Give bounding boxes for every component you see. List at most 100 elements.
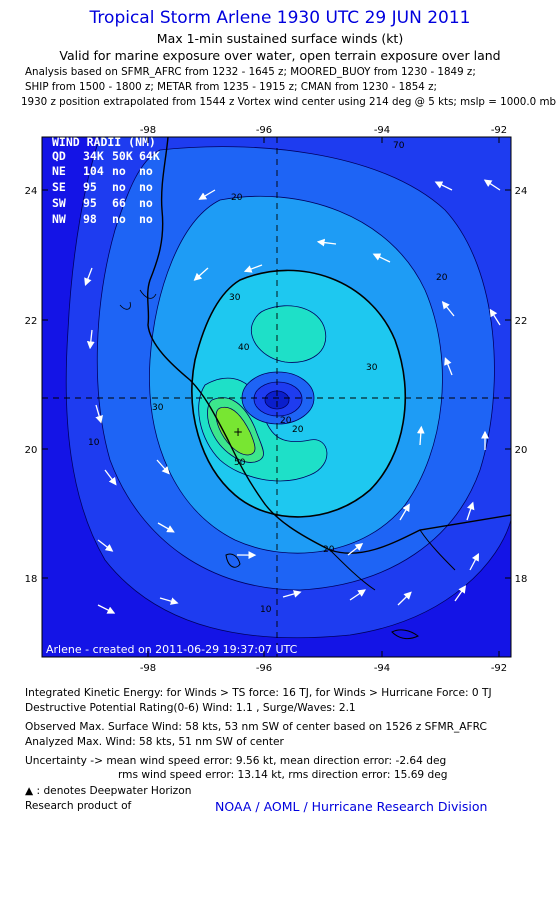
wind-arrow-icon xyxy=(349,589,366,601)
contour-band-50-north xyxy=(250,305,327,363)
contour-label: 30 xyxy=(366,363,378,373)
contour-label: 50 xyxy=(234,458,246,468)
lon-tick-label: -96 xyxy=(256,663,272,674)
wind-radii-cell: SW xyxy=(52,196,66,210)
contour-label: 20 xyxy=(323,545,335,555)
position-note: 1930 z position extrapolated from 1544 z… xyxy=(21,96,557,108)
deepwater-label: : denotes Deepwater Horizon xyxy=(33,785,192,797)
wind-arrow-icon xyxy=(434,181,453,191)
lat-tick-label: 22 xyxy=(515,316,528,327)
deepwater-icon: ▲ xyxy=(25,785,34,797)
wind-radii-head-64k: 64K xyxy=(139,149,160,163)
wind-arrow-icon xyxy=(316,238,337,247)
contour-label: 20 xyxy=(436,273,448,283)
wind-arrow-icon xyxy=(193,267,209,281)
wind-radii-table: WIND RADII (NM) QD 34K 50K 64K NE 104 no… xyxy=(52,137,160,226)
wind-arrow-icon xyxy=(399,503,410,521)
wind-radii-cell: NE xyxy=(52,164,66,178)
lat-tick-label: 20 xyxy=(515,445,528,456)
wind-arrow-icon xyxy=(97,539,114,552)
lat-tick-label: 24 xyxy=(25,186,38,197)
wind-radii-cell: no xyxy=(112,212,126,226)
wind-field-map: 70 20 20 30 30 40 20 30 50 20 10 10 20 +… xyxy=(25,125,528,674)
wind-arrow-icon xyxy=(347,542,364,556)
wind-arrow-icon xyxy=(86,329,95,350)
wind-radii-cell: 95 xyxy=(83,196,97,210)
lon-tick-label: -96 xyxy=(256,125,272,136)
lat-tick-label: 24 xyxy=(515,186,528,197)
coastline-mexico xyxy=(146,137,511,554)
lat-tick-label: 20 xyxy=(25,445,38,456)
wind-arrow-icon xyxy=(416,425,425,446)
contour-label: 70 xyxy=(393,141,405,151)
island-gulf xyxy=(225,553,241,568)
wind-arrow-icon xyxy=(397,591,412,606)
map-frame xyxy=(41,136,512,658)
wind-arrow-icon xyxy=(159,597,179,605)
lon-tick-label: -98 xyxy=(140,663,156,674)
wind-radii-cell: SE xyxy=(52,180,66,194)
wind-radii-head-34k: 34K xyxy=(83,149,104,163)
wind-arrow-icon xyxy=(441,300,455,317)
uncertainty-line2: rms wind speed error: 13.14 kt, rms dire… xyxy=(118,769,448,781)
wind-arrow-icon xyxy=(198,189,216,200)
wind-arrow-icon xyxy=(95,404,103,424)
map-caption: Arlene - created on 2011-06-29 19:37:07 … xyxy=(46,643,298,656)
page-title: Tropical Storm Arlene 1930 UTC 29 JUN 20… xyxy=(89,8,471,28)
wind-radii-cell: no xyxy=(139,164,153,178)
analysis-sources-line2: SHIP from 1500 - 1800 z; METAR from 1235… xyxy=(25,81,437,93)
contour-label: 10 xyxy=(260,605,272,615)
wind-contour-field: 70 20 20 30 30 40 20 30 50 20 10 10 20 +… xyxy=(42,137,511,657)
max-wind-marker: + xyxy=(233,425,243,439)
wind-arrow-icon xyxy=(97,604,116,614)
wind-radii-cell: 98 xyxy=(83,212,97,226)
wind-arrow-icon xyxy=(156,459,170,475)
wind-radii-cell: no xyxy=(139,196,153,210)
ike-line: Integrated Kinetic Energy: for Winds > T… xyxy=(25,687,492,699)
land-yucatan-mainland xyxy=(329,529,456,591)
subtitle: Max 1-min sustained surface winds (kt) xyxy=(156,31,404,46)
deepwater-legend: ▲ : denotes Deepwater Horizon xyxy=(25,785,191,797)
wind-arrow-icon xyxy=(282,590,302,598)
contour-label: 30 xyxy=(152,403,164,413)
wind-arrow-icon xyxy=(104,469,117,486)
axis-ticks xyxy=(42,137,511,657)
lat-tick-label: 18 xyxy=(25,574,38,585)
observed-max-line: Observed Max. Surface Wind: 58 kts, 53 n… xyxy=(25,721,487,733)
axis-labels: -98 -96 -94 -92 -98 -96 -94 -92 24 22 20… xyxy=(25,125,528,674)
wind-radii-cell: no xyxy=(139,180,153,194)
wind-arrow-icon xyxy=(469,552,480,571)
wind-radii-cell: no xyxy=(112,180,126,194)
wind-arrow-icon xyxy=(444,357,453,376)
validity-note: Valid for marine exposure over water, op… xyxy=(59,48,501,63)
dpr-line: Destructive Potential Rating(0-6) Wind: … xyxy=(25,702,356,714)
wind-arrow-icon xyxy=(157,522,175,533)
wind-radii-cell: NW xyxy=(52,212,66,226)
contour-label: 30 xyxy=(229,293,241,303)
wind-arrow-icon xyxy=(489,308,501,326)
analyzed-max-line: Analyzed Max. Wind: 58 kts, 51 nm SW of … xyxy=(25,736,284,748)
research-label: Research product of xyxy=(25,800,132,812)
wind-radii-cell: no xyxy=(139,212,153,226)
noaa-credit-link[interactable]: NOAA / AOML / Hurricane Research Divisio… xyxy=(215,799,488,814)
wind-radii-cell: 104 xyxy=(83,164,104,178)
lat-tick-label: 18 xyxy=(515,574,528,585)
lon-tick-label: -98 xyxy=(140,125,156,136)
wind-arrow-icon xyxy=(483,179,501,191)
wind-arrow-icon xyxy=(372,253,391,263)
wind-radii-head-50k: 50K xyxy=(112,149,133,163)
wind-radii-cell: 66 xyxy=(112,196,126,210)
lon-tick-label: -92 xyxy=(491,663,507,674)
lagoon-outline xyxy=(119,289,157,310)
contour-label: 20 xyxy=(292,425,304,435)
wind-radii-cell: 95 xyxy=(83,180,97,194)
wind-radii-head-qd: QD xyxy=(52,149,66,163)
contour-label: 20 xyxy=(231,193,243,203)
uncertainty-line1: Uncertainty -> mean wind speed error: 9.… xyxy=(25,755,447,767)
lon-tick-label: -94 xyxy=(374,663,390,674)
analysis-sources-line1: Analysis based on SFMR_AFRC from 1232 - … xyxy=(25,66,476,78)
wind-arrow-icon xyxy=(84,267,93,287)
contour-label: 20 xyxy=(280,416,292,426)
contour-label-group: 70 20 20 30 30 40 20 30 50 20 10 10 20 xyxy=(88,141,448,615)
grid-crosshair xyxy=(42,137,511,657)
